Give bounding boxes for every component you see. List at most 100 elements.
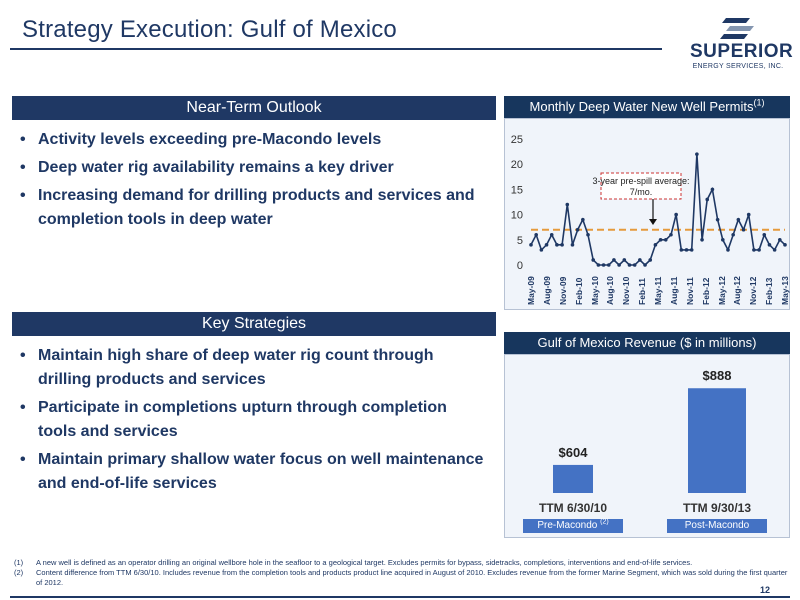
permits-data-point (549, 232, 554, 237)
permits-data-point (762, 232, 767, 237)
x-tick-label: Nov-11 (684, 277, 695, 305)
x-tick-label: May-10 (589, 276, 600, 305)
y-tick-label: 5 (517, 235, 523, 247)
permits-data-point (601, 263, 606, 267)
permits-data-point (674, 212, 678, 217)
page-number: 12 (760, 585, 771, 595)
logo-wordmark: SUPERIOR (690, 41, 794, 62)
x-tick-label: Nov-12 (748, 276, 759, 305)
outlook-bullet: Deep water rig availability remains a ke… (14, 156, 484, 180)
permits-series-line (530, 154, 786, 267)
strategy-bullet: Participate in completions upturn throug… (14, 396, 484, 444)
permits-data-point (726, 248, 730, 252)
title-divider (10, 48, 662, 50)
annotation-text: 3-year pre-spill average: (592, 176, 689, 186)
permits-data-point (586, 232, 590, 237)
x-tick-label: Aug-10 (605, 276, 616, 305)
outlook-bullet: Increasing demand for drilling products … (14, 184, 484, 232)
permits-data-point (752, 248, 756, 252)
annotation-box (600, 172, 682, 200)
revenue-category-label: TTM 9/30/13 (682, 501, 752, 515)
permits-data-point (627, 263, 632, 267)
x-tick-label: May-13 (780, 276, 790, 305)
y-tick-label: 25 (511, 134, 523, 146)
x-tick-label: Feb-11 (637, 278, 648, 305)
company-logo: SUPERIOR ENERGY SERVICES, INC. (690, 14, 794, 76)
permits-data-point (710, 187, 715, 192)
permits-data-point (539, 248, 544, 252)
permits-data-point (772, 248, 777, 252)
revenue-bar (553, 464, 593, 493)
permits-data-point (617, 263, 621, 267)
y-tick-label: 10 (511, 210, 523, 222)
permits-data-point (648, 258, 653, 262)
permits-chart-header: Monthly Deep Water New Well Permits(1) (504, 96, 790, 118)
x-tick-label: May-12 (716, 276, 727, 305)
strategies-heading: Key Strategies (12, 312, 496, 336)
y-tick-label: 0 (517, 260, 523, 272)
permits-data-point (783, 243, 787, 247)
strategy-bullet: Maintain high share of deep water rig co… (14, 344, 484, 392)
footnotes: (1) A new well is defined as an operator… (14, 558, 792, 588)
x-tick-label: Nov-10 (621, 276, 632, 305)
permits-data-point (575, 227, 580, 232)
logo-subtitle: ENERGY SERVICES, INC. (692, 63, 784, 70)
permits-data-point (606, 263, 611, 267)
permits-footnote-ref: (1) (753, 97, 765, 108)
footnote-number: (2) (14, 568, 24, 577)
permits-x-axis-labels: May-09 Aug-09 Nov-09 Feb-10 May-10 Aug-10 Nov-… (505, 119, 790, 309)
average-annotation: 3-year pre-spill average:7/mo. (592, 172, 690, 200)
x-tick-label: Aug-12 (732, 276, 743, 305)
footnote: (1) A new well is defined as an operator… (14, 558, 792, 568)
revenue-chart: $604 $888 (553, 368, 746, 493)
annotation-arrowhead (649, 219, 657, 225)
y-tick-label: 15 (511, 184, 523, 196)
x-tick-label: May-09 (526, 276, 536, 305)
permits-data-point (653, 243, 658, 247)
permits-data-point (767, 243, 772, 247)
permits-chart-panel: 0 5 10 15 20 25 3-year pre-spill average: 7/mo.… (504, 118, 790, 310)
permits-data-point (596, 263, 601, 267)
revenue-data-label: $604 (559, 445, 589, 460)
permits-data-point (529, 243, 533, 247)
revenue-bar (688, 388, 746, 493)
permits-data-point (643, 263, 647, 267)
permits-data-point (534, 232, 538, 237)
x-tick-label: Aug-11 (668, 276, 679, 305)
permits-data-point (679, 248, 684, 252)
page-title: Strategy Execution: Gulf of Mexico (22, 16, 397, 43)
permits-data-point (778, 238, 782, 242)
pre-macondo-footnote-ref: (2) (600, 518, 609, 526)
x-tick-label: Nov-09 (557, 276, 568, 305)
post-macondo-tag: Post-Macondo (667, 519, 767, 533)
footer-divider (10, 596, 790, 598)
revenue-data-label: $888 (703, 368, 732, 383)
permits-data-point (663, 238, 668, 242)
permits-data-point (695, 152, 699, 156)
footnote-text: A new well is defined as an operator dri… (36, 558, 693, 567)
permits-data-point (715, 217, 720, 222)
permits-data-point (565, 202, 570, 207)
permits-data-point (669, 232, 673, 237)
strategies-list: Maintain high share of deep water rig co… (14, 344, 484, 500)
permits-data-point (544, 243, 549, 247)
footnote: (2) Content difference from TTM 6/30/10.… (14, 568, 792, 588)
outlook-heading: Near-Term Outlook (12, 96, 496, 120)
pre-macondo-label: Pre-Macondo (537, 520, 598, 531)
logo-mark-icon (720, 18, 754, 39)
revenue-chart-panel: $604 $888 TTM 6/30/10 TTM 9/30/13 Pre-Mac… (504, 354, 790, 538)
permits-data-point (705, 197, 710, 202)
revenue-category-label: TTM 6/30/10 (538, 501, 608, 515)
footnote-text: Content difference from TTM 6/30/10. Inc… (36, 568, 788, 587)
strategy-bullet: Maintain primary shallow water focus on … (14, 448, 484, 496)
permits-data-point (731, 232, 735, 237)
permits-data-point (622, 258, 627, 262)
permits-data-point (757, 248, 761, 252)
permits-data-point (684, 248, 689, 252)
x-tick-label: May-11 (653, 276, 663, 305)
x-tick-label: Feb-10 (573, 277, 584, 305)
permits-data-point (612, 258, 616, 262)
x-tick-label: Aug-09 (541, 276, 552, 305)
permits-data-point (638, 258, 642, 262)
outlook-list: Activity levels exceeding pre-Macondo le… (14, 128, 484, 236)
